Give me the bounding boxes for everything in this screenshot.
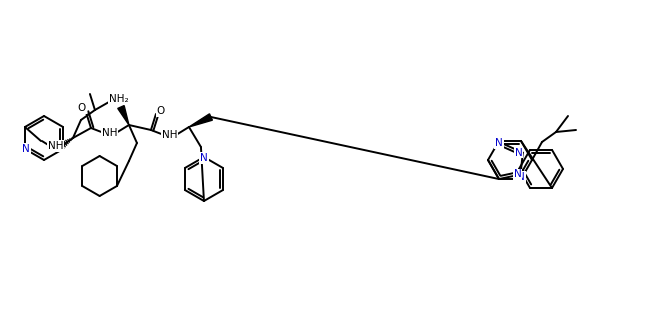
Polygon shape [189, 114, 213, 127]
Text: N: N [495, 138, 503, 148]
Text: N: N [200, 153, 208, 163]
Text: NH₂: NH₂ [109, 94, 128, 104]
Text: NH: NH [48, 141, 64, 151]
Text: O: O [157, 106, 165, 116]
Text: O: O [78, 103, 86, 113]
Text: N: N [515, 148, 523, 158]
Text: NH: NH [162, 130, 178, 140]
Text: NH: NH [102, 128, 118, 138]
Text: N: N [22, 144, 30, 154]
Polygon shape [118, 106, 129, 125]
Text: N: N [517, 172, 525, 182]
Text: N: N [514, 169, 522, 179]
